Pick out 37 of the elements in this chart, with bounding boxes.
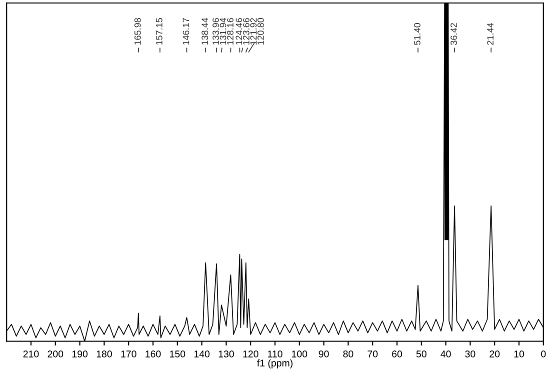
x-tick-label: 50 — [416, 350, 426, 358]
annotation: 138.44 — [202, 18, 208, 45]
x-tick-label: 110 — [268, 350, 282, 358]
annotation: 131.94 — [220, 18, 226, 45]
x-tick-label: 120 — [243, 350, 258, 358]
x-tick-label: 0 — [541, 350, 546, 358]
x-tick-label: 40 — [440, 350, 451, 358]
x-tick-label: 10 — [514, 350, 524, 358]
x-tick-label: 130 — [218, 350, 234, 358]
annotation: 157.15 — [156, 18, 162, 45]
x-tick-label: 80 — [343, 350, 354, 358]
x-tick-label: 100 — [292, 350, 308, 358]
x-tick-label: 30 — [465, 350, 476, 358]
annotation: 146.17 — [182, 18, 190, 45]
annotation: 133.96 — [212, 18, 219, 45]
x-tick-label: 180 — [96, 350, 112, 358]
annotation: 123.66 — [242, 18, 250, 45]
x-tick-label: 20 — [490, 350, 500, 358]
x-tick-label: 210 — [23, 350, 39, 358]
x-tick-label: 160 — [146, 350, 161, 358]
x-tick-label: 200 — [48, 350, 64, 358]
annotation: 128.16 — [227, 18, 234, 45]
annotation: 21.44 — [487, 22, 494, 45]
annotation: 51.40 — [414, 23, 420, 45]
x-tick-label: 190 — [72, 350, 88, 358]
x-tick-label: 170 — [121, 350, 136, 358]
annotation: 124.46 — [236, 18, 242, 45]
x-tick-label: 140 — [194, 350, 210, 358]
annotation: 120.80 — [257, 18, 264, 45]
annotation: 36.42 — [450, 23, 457, 45]
x-axis-title: f1 (ppm) — [257, 359, 292, 368]
x-tick-label: 60 — [392, 350, 402, 358]
x-tick-label: 150 — [170, 350, 186, 358]
annotation: 121.92 — [250, 18, 257, 45]
annotation: 165.98 — [134, 18, 141, 45]
x-tick-label: 90 — [318, 350, 329, 358]
x-tick-label: 70 — [368, 350, 378, 358]
